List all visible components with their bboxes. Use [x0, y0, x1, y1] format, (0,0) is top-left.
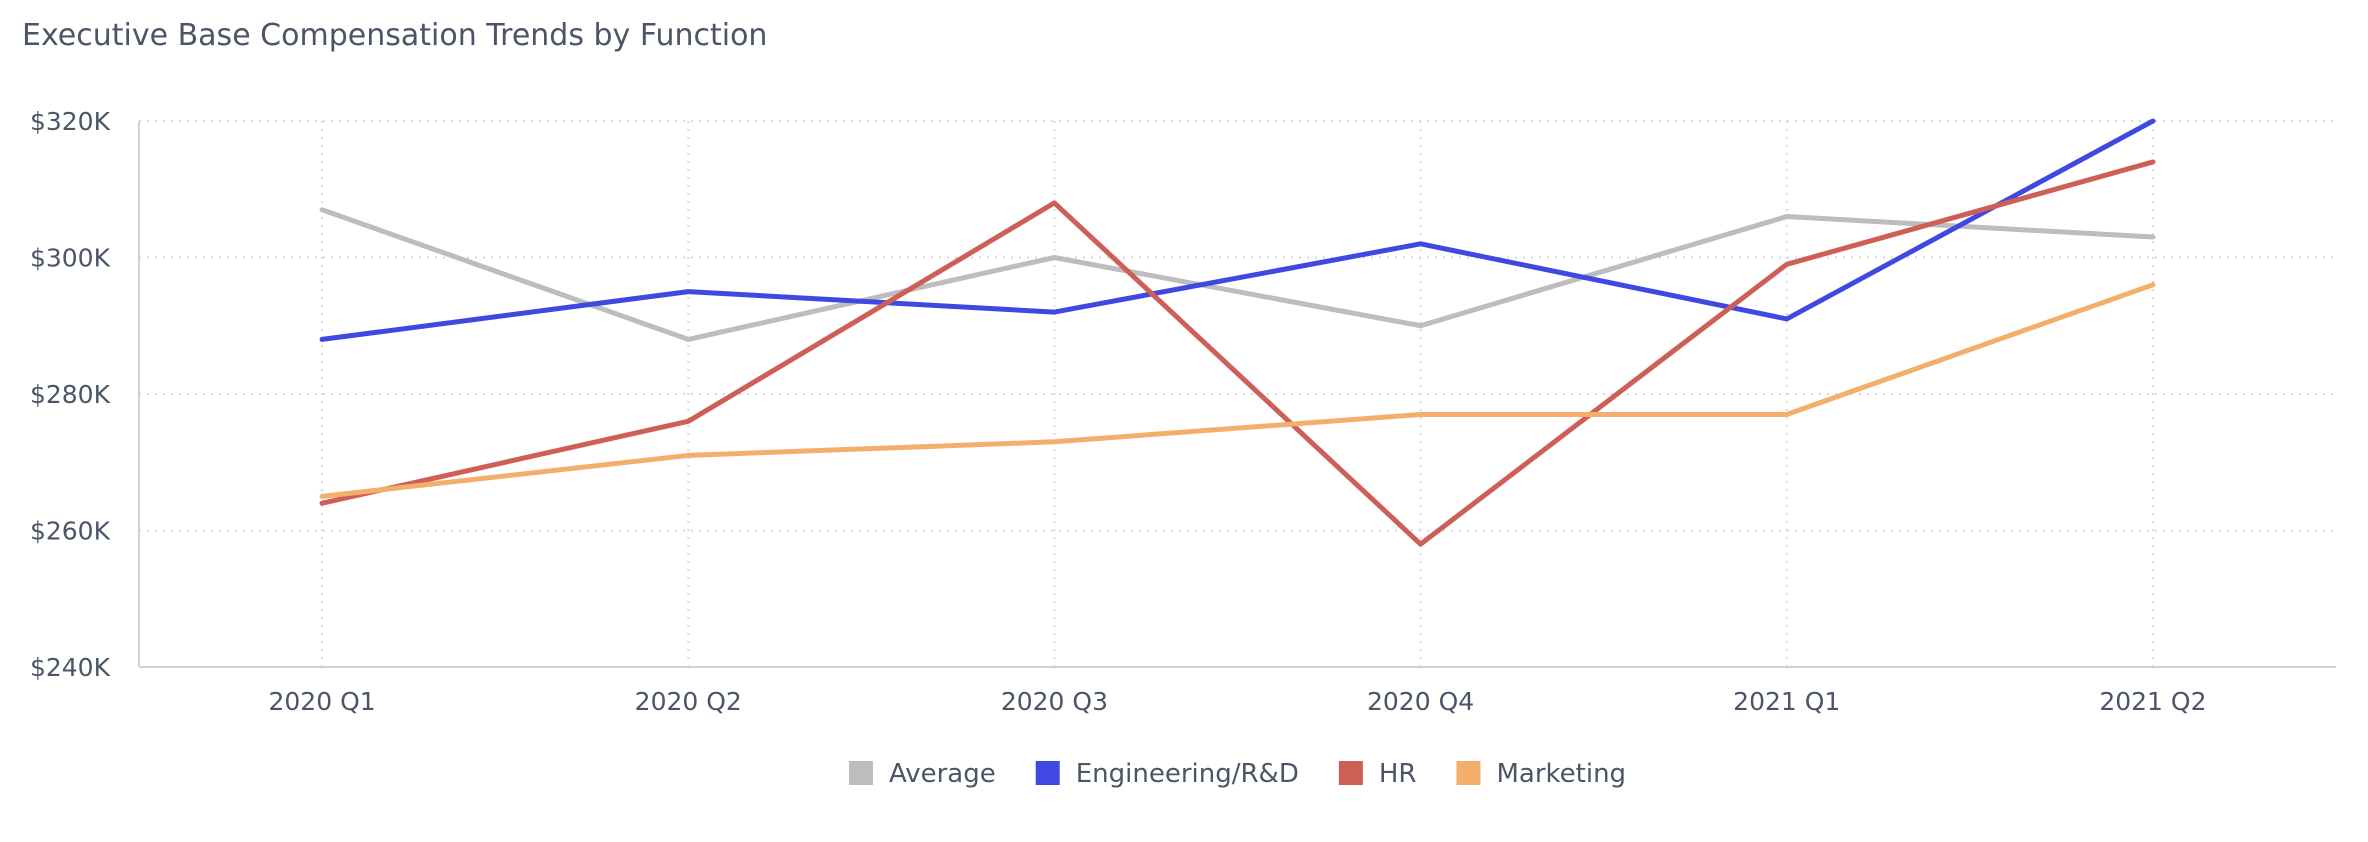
- legend-swatch: [1456, 761, 1481, 785]
- legend-item-engineering-r-d[interactable]: Engineering/R&D: [1035, 759, 1299, 789]
- y-tick-label: $300K: [30, 244, 111, 273]
- legend-swatch: [1035, 761, 1060, 785]
- legend-label: Engineering/R&D: [1076, 759, 1299, 789]
- series-line-engineering-r-d: [319, 118, 2156, 342]
- x-tick-label: 2021 Q1: [1733, 687, 1840, 716]
- x-tick-label: 2020 Q4: [1367, 687, 1474, 716]
- legend-label: Average: [889, 759, 996, 789]
- legend-item-marketing[interactable]: Marketing: [1456, 759, 1626, 789]
- legend-swatch: [1338, 761, 1363, 785]
- legend-item-average[interactable]: Average: [848, 759, 996, 789]
- chart-title: Executive Base Compensation Trends by Fu…: [22, 18, 768, 53]
- y-tick-label: $260K: [30, 517, 111, 546]
- legend-label: Marketing: [1496, 759, 1626, 789]
- grid-lines: [139, 120, 2336, 667]
- legend-item-hr[interactable]: HR: [1338, 759, 1417, 789]
- series-line-marketing: [319, 282, 2156, 499]
- y-tick-label: $320K: [30, 107, 111, 136]
- y-tick-label: $280K: [30, 380, 111, 409]
- x-tick-label: 2020 Q1: [269, 687, 376, 716]
- x-axis-ticks: 2020 Q1 2020 Q2 2020 Q3 2020 Q4 2021 Q1 2021 …: [269, 687, 2207, 716]
- legend: Average Engineering/R&D HR Marketing: [848, 759, 1626, 789]
- x-tick-label: 2020 Q2: [635, 687, 742, 716]
- y-tick-label: $240K: [30, 653, 111, 682]
- y-axis-ticks: $240K $260K $280K $300K $320K: [30, 107, 111, 682]
- series-line-hr: [319, 159, 2156, 547]
- x-tick-label: 2021 Q2: [2099, 687, 2206, 716]
- axes: [138, 121, 2336, 668]
- series-lines: [319, 118, 2156, 547]
- series-line-average: [319, 207, 2156, 342]
- x-tick-label: 2020 Q3: [1001, 687, 1108, 716]
- legend-swatch: [848, 761, 873, 785]
- legend-label: HR: [1379, 759, 1417, 789]
